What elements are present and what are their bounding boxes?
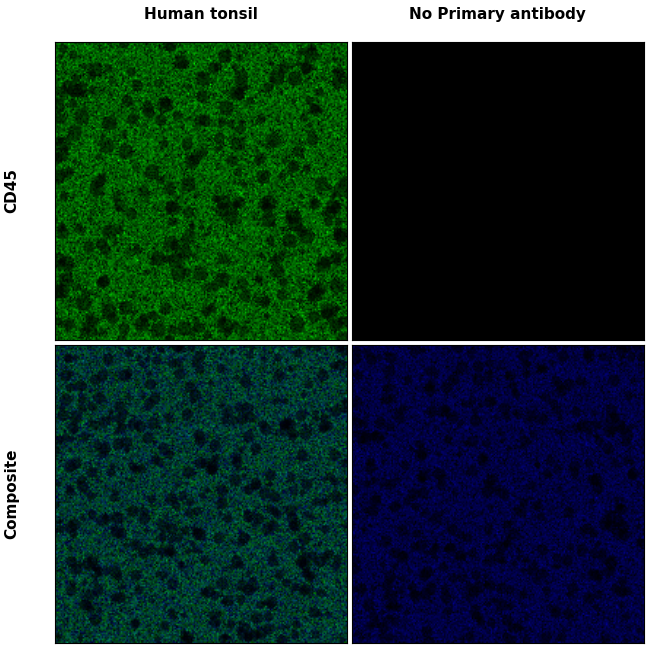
- Text: Composite: Composite: [4, 448, 20, 539]
- Text: CD45: CD45: [4, 169, 20, 213]
- Text: No Primary antibody: No Primary antibody: [410, 7, 586, 22]
- Text: Human tonsil: Human tonsil: [144, 7, 258, 22]
